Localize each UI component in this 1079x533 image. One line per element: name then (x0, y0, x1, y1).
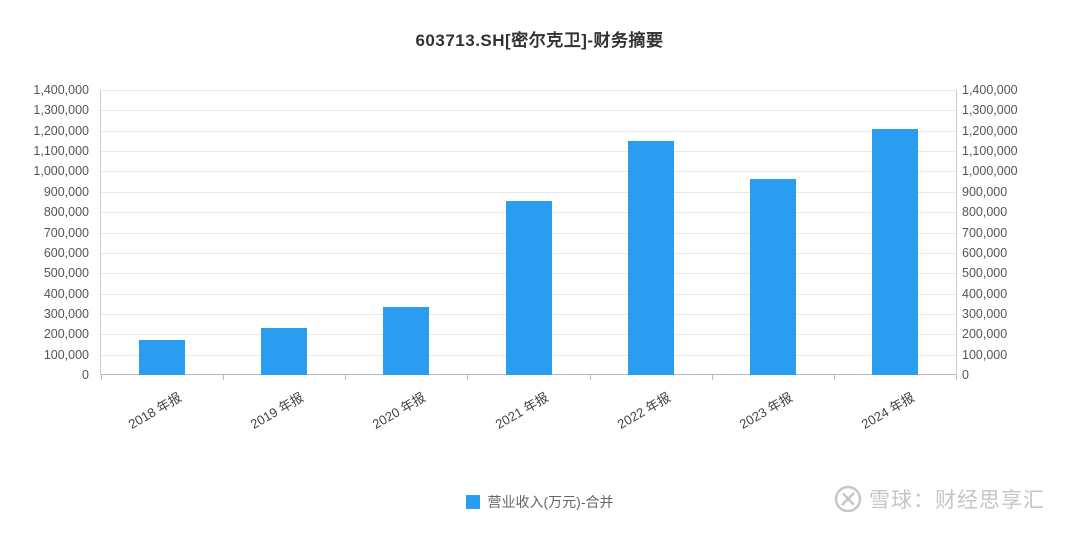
x-axis-tick (345, 375, 347, 380)
y-tick-label: 500,000 (962, 266, 1008, 281)
legend-label: 营业收入(万元)-合并 (487, 494, 614, 510)
y-tick-label: 800,000 (962, 205, 1008, 220)
y-tick-label: 500,000 (43, 266, 89, 281)
y-tick-label: 1,200,000 (33, 123, 89, 138)
watermark: 雪球：财经思享汇 (834, 484, 1045, 514)
gridline (101, 171, 956, 173)
chart-title: 603713.SH[密尔克卫]-财务摘要 (415, 31, 664, 50)
y-tick-label: 400,000 (43, 286, 89, 301)
y-tick-label: 800,000 (43, 205, 89, 220)
y-tick-label: 700,000 (962, 225, 1008, 240)
x-axis-tick (833, 375, 835, 380)
x-tick-label: 2023 年报 (736, 389, 795, 432)
y-tick-label: 400,000 (962, 286, 1008, 301)
y-tick-label: 300,000 (962, 306, 1008, 321)
y-tick-label: 1,300,000 (962, 103, 1018, 118)
bar-2022年报[interactable] (627, 140, 674, 375)
y-tick-label: 200,000 (962, 327, 1008, 342)
y-tick-label: 1,000,000 (33, 164, 89, 179)
legend[interactable]: 营业收入(万元)-合并 (0, 492, 1079, 512)
x-axis-tick (467, 375, 469, 380)
y-tick-label: 1,100,000 (962, 144, 1018, 159)
gridline (101, 191, 956, 193)
y-tick-label: 1,300,000 (33, 103, 89, 118)
y-tick-label: 700,000 (43, 225, 89, 240)
y-tick-label: 0 (82, 368, 89, 382)
x-axis-tick (956, 375, 957, 380)
y-tick-label: 1,100,000 (33, 144, 89, 159)
y-tick-label: 900,000 (962, 184, 1008, 199)
y-tick-label: 1,200,000 (962, 123, 1018, 138)
bar-2021年报[interactable] (505, 200, 552, 375)
plot-area (100, 90, 957, 380)
x-axis-tick (711, 375, 713, 380)
bar-2020年报[interactable] (383, 306, 430, 375)
y-tick-label: 100,000 (962, 347, 1008, 362)
bar-2024年报[interactable] (871, 128, 918, 375)
y-tick-label: 1,000,000 (962, 164, 1018, 179)
xueqiu-logo-icon (834, 485, 862, 513)
y-tick-label: 300,000 (43, 306, 89, 321)
gridline (101, 90, 956, 91)
bar-2018年报[interactable] (139, 340, 186, 375)
gridline (101, 151, 956, 153)
y-tick-label: 900,000 (43, 184, 89, 199)
x-tick-label: 2022 年报 (614, 389, 673, 432)
watermark-text: 雪球：财经思享汇 (869, 489, 1045, 512)
x-tick-label: 2020 年报 (370, 389, 429, 432)
y-tick-label: 0 (962, 368, 969, 382)
gridline (101, 130, 956, 132)
legend-swatch (465, 495, 480, 509)
gridline (101, 110, 956, 112)
y-tick-label: 600,000 (43, 245, 89, 260)
y-tick-label: 200,000 (43, 327, 89, 342)
bar-2023年报[interactable] (749, 178, 796, 375)
y-tick-label: 600,000 (962, 245, 1008, 260)
x-tick-label: 2018 年报 (125, 389, 185, 432)
y-tick-label: 1,400,000 (962, 83, 1018, 97)
y-tick-label: 100,000 (43, 347, 89, 362)
x-tick-label: 2024 年报 (858, 389, 917, 432)
y-tick-label: 1,400,000 (33, 83, 89, 97)
x-tick-label: 2021 年报 (492, 389, 551, 432)
x-tick-label: 2019 年报 (248, 389, 307, 432)
x-axis-tick (589, 375, 591, 380)
x-axis-tick (101, 375, 102, 380)
x-axis-tick (223, 375, 225, 380)
bar-2019年报[interactable] (261, 328, 308, 375)
